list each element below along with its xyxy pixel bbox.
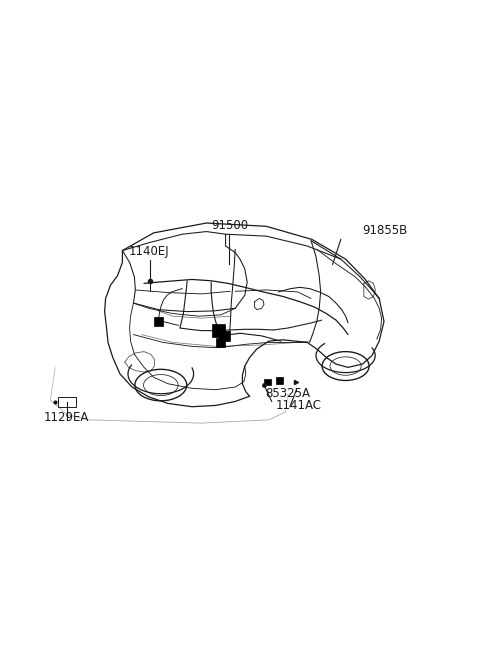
Bar bbox=[212, 324, 225, 337]
Bar bbox=[58, 397, 76, 407]
Text: 91855B: 91855B bbox=[362, 224, 408, 237]
Text: 85325A: 85325A bbox=[265, 387, 310, 400]
Bar bbox=[216, 338, 225, 347]
Bar bbox=[219, 331, 230, 341]
Text: 1140EJ: 1140EJ bbox=[129, 245, 169, 258]
Text: 91500: 91500 bbox=[211, 219, 248, 232]
Text: 1141AC: 1141AC bbox=[276, 399, 322, 412]
Bar bbox=[154, 317, 163, 326]
Bar bbox=[276, 377, 283, 384]
Text: 1129EA: 1129EA bbox=[43, 411, 89, 424]
Bar bbox=[264, 379, 271, 385]
